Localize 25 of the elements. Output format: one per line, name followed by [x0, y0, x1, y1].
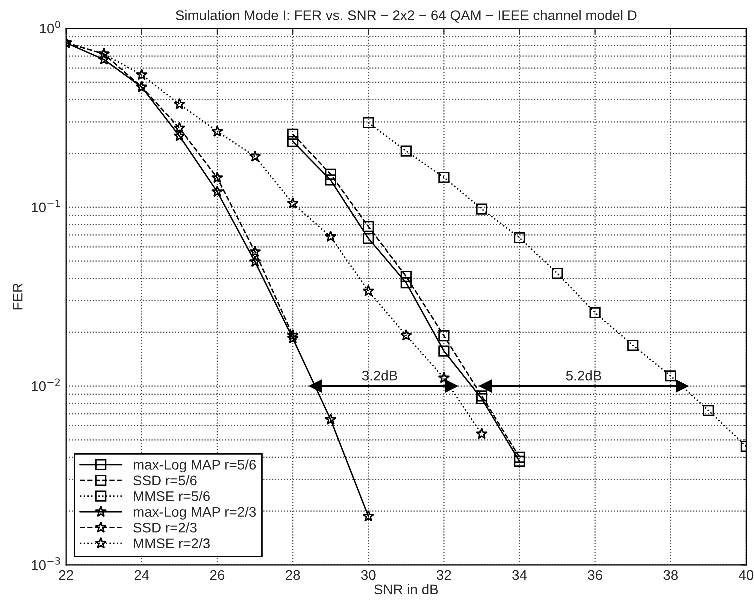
- y-tick-label: 10$^{−3}$: [32, 558, 60, 570]
- x-tick-label: 24: [134, 570, 150, 580]
- x-tick-label: 28: [286, 570, 300, 580]
- y-tick-label: 10$^{0}$: [40, 21, 60, 34]
- x-tick-label: 36: [588, 570, 602, 580]
- x-tick-label: 40: [739, 570, 754, 580]
- x-tick-label: 32: [436, 570, 452, 580]
- annotation: 3.2dB: [362, 370, 398, 381]
- y-tick-label: 10$^{−1}$: [32, 200, 60, 213]
- x-tick-label: 26: [210, 570, 225, 580]
- x-axis-title: SNR in dB: [374, 584, 438, 595]
- x-tick-label: 30: [361, 570, 376, 580]
- y-tick-label: 10$^{−2}$: [32, 378, 60, 392]
- legend-label: MMSE r=2/3: [134, 538, 210, 549]
- annotation: 5.2dB: [566, 370, 602, 381]
- x-tick-label: 38: [664, 570, 678, 580]
- legend-label: SSD r=5/6: [134, 475, 197, 486]
- chart-title: Simulation Mode I: FER vs. SNR − 2x2 − 64 QAM − IEEE channel model D: [176, 10, 637, 23]
- x-tick-label: 34: [512, 570, 528, 580]
- legend-label: max-Log MAP r=5/6: [134, 460, 256, 473]
- legend-label: MMSE r=5/6: [134, 491, 210, 502]
- legend-label: SSD r=2/3: [134, 522, 197, 533]
- legend-label: max-Log MAP r=2/3: [134, 506, 256, 520]
- y-axis-title: FER: [13, 284, 23, 310]
- x-tick-label: 22: [59, 570, 74, 580]
